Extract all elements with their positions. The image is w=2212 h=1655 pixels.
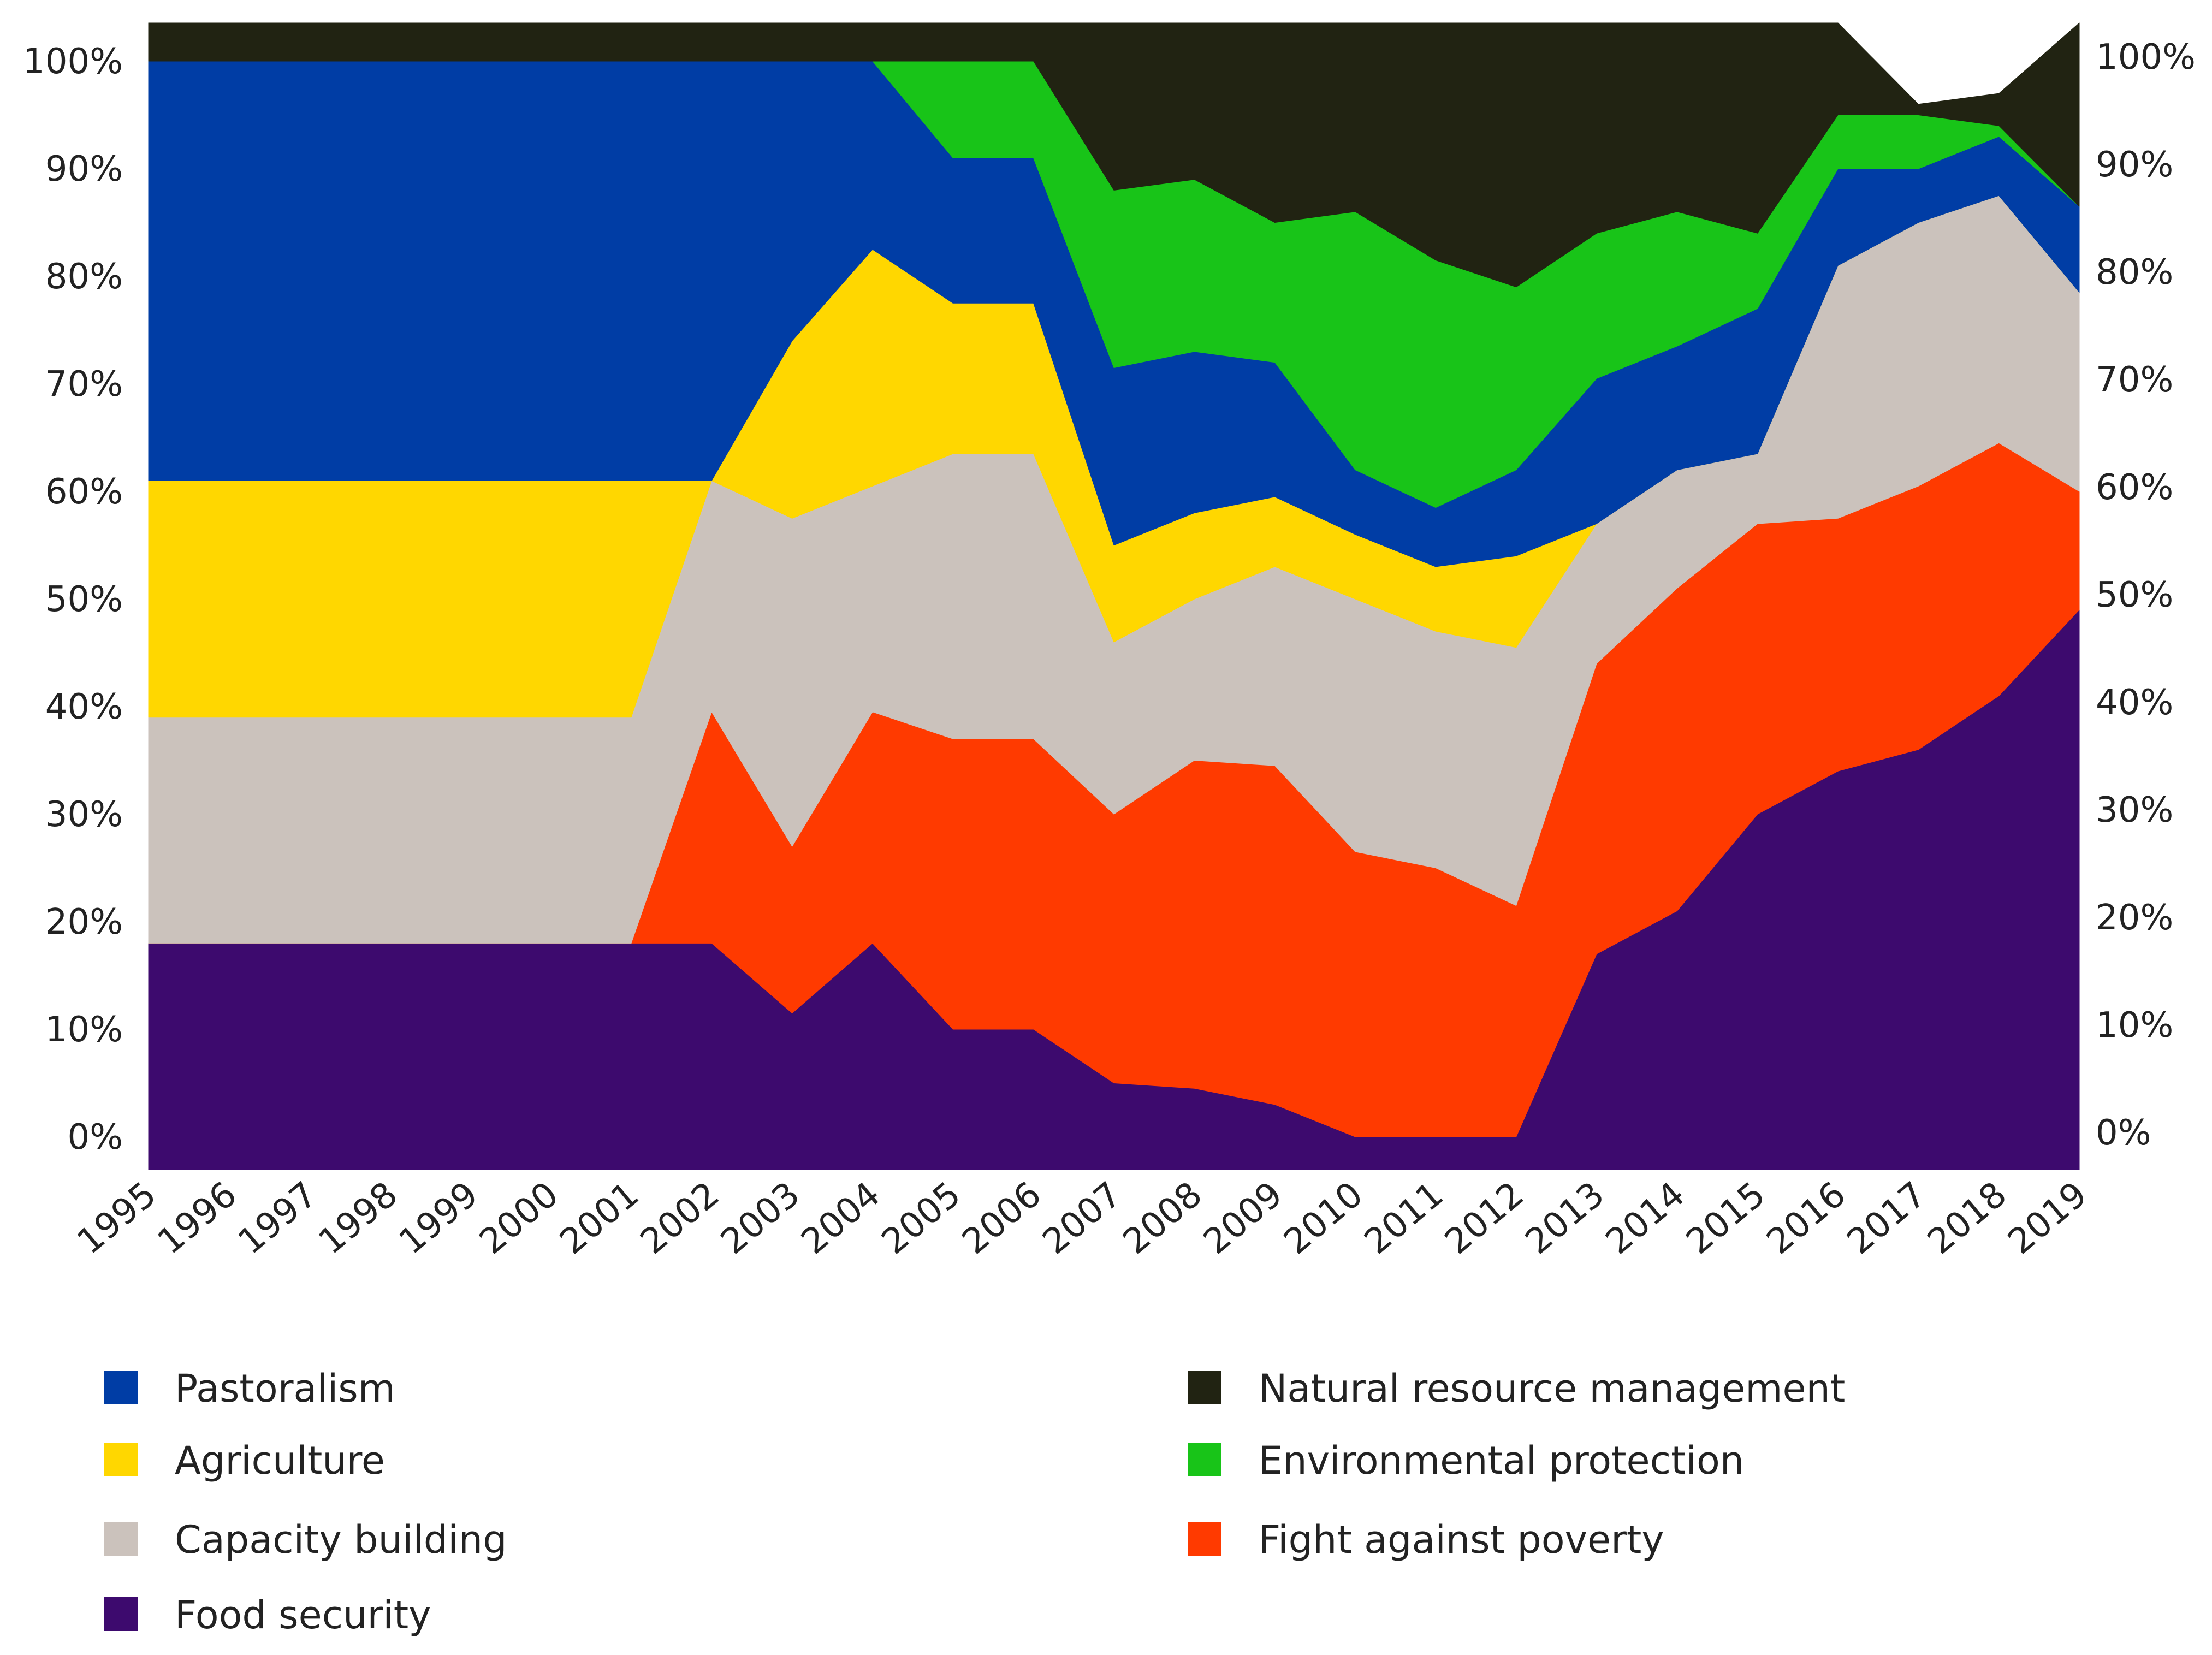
y-tick-label-left: 0% — [67, 1117, 123, 1158]
y-tick-label-right: 60% — [2096, 467, 2173, 508]
y-tick-label-left: 70% — [45, 364, 123, 405]
x-tick-label: 2015 — [1679, 1174, 1773, 1262]
x-tick-label: 2009 — [1196, 1174, 1290, 1262]
legend-label-environmental-protection: Environmental protection — [1259, 1438, 1744, 1483]
x-tick-label: 2014 — [1598, 1174, 1692, 1262]
x-tick-label: 2003 — [714, 1174, 808, 1262]
y-tick-label-left: 10% — [45, 1010, 123, 1050]
legend-label-pastoralism: Pastoralism — [175, 1366, 395, 1411]
y-tick-label-right: 30% — [2096, 790, 2173, 831]
legend-label-fight-against-poverty: Fight against poverty — [1259, 1517, 1664, 1562]
x-tick-label: 2011 — [1357, 1174, 1451, 1262]
x-tick-label: 2008 — [1116, 1174, 1209, 1262]
y-tick-label-left: 40% — [45, 687, 123, 727]
y-tick-label-right: 80% — [2096, 252, 2173, 293]
x-tick-label: 1997 — [231, 1174, 325, 1262]
y-tick-label-left: 30% — [45, 794, 123, 835]
y-tick-label-right: 50% — [2096, 575, 2173, 615]
x-tick-label: 2007 — [1035, 1174, 1129, 1262]
x-tick-label: 2013 — [1518, 1174, 1612, 1262]
legend-label-agriculture: Agriculture — [175, 1438, 385, 1483]
legend-swatch-natural-resource-management — [1188, 1371, 1221, 1404]
area-natural-resource-management — [148, 22, 2080, 288]
x-tick-label: 1996 — [150, 1174, 244, 1262]
legend-swatch-environmental-protection — [1188, 1443, 1221, 1476]
x-tick-label: 2002 — [633, 1174, 727, 1262]
legend-swatch-agriculture — [104, 1443, 138, 1476]
x-tick-label: 2006 — [955, 1174, 1049, 1262]
x-tick-label: 2017 — [1840, 1174, 1934, 1262]
y-axis-right: 0% 10% 20% 30% 40% 50% 60% 70% 80% 90% 100% — [2096, 37, 2196, 1153]
legend-swatch-pastoralism — [104, 1371, 138, 1404]
x-tick-label: 2010 — [1277, 1174, 1371, 1262]
y-tick-label-right: 20% — [2096, 898, 2173, 938]
x-tick-label: 2018 — [1920, 1174, 2014, 1262]
y-tick-label-left: 100% — [23, 41, 123, 82]
legend-swatch-capacity-building — [104, 1522, 138, 1556]
x-tick-label: 2012 — [1438, 1174, 1532, 1262]
y-tick-label-left: 90% — [45, 149, 123, 189]
y-tick-label-right: 10% — [2096, 1005, 2173, 1046]
x-tick-label: 2016 — [1759, 1174, 1853, 1262]
y-tick-label-left: 20% — [45, 902, 123, 942]
y-tick-label-right: 70% — [2096, 360, 2173, 400]
x-tick-label: 1999 — [392, 1174, 485, 1262]
y-tick-label-left: 80% — [45, 257, 123, 297]
legend-label-capacity-building: Capacity building — [175, 1517, 507, 1562]
legend-swatch-fight-against-poverty — [1188, 1522, 1221, 1556]
x-tick-label: 1995 — [70, 1174, 164, 1262]
x-tick-label: 2001 — [553, 1174, 647, 1262]
x-tick-label: 1998 — [311, 1174, 405, 1262]
y-tick-label-left: 60% — [45, 472, 123, 512]
y-axis-left: 0% 10% 20% 30% 40% 50% 60% 70% 80% 90% 100% — [23, 41, 123, 1158]
legend-label-food-security: Food security — [175, 1593, 431, 1638]
legend: Pastoralism Agriculture Capacity building F… — [104, 1366, 1845, 1638]
y-tick-label-right: 0% — [2096, 1113, 2151, 1153]
x-axis: 1995199619971998199920002001200220032004… — [70, 1174, 2095, 1262]
y-tick-label-right: 100% — [2096, 37, 2196, 78]
x-tick-label: 2005 — [874, 1174, 968, 1262]
legend-swatch-food-security — [104, 1597, 138, 1631]
x-tick-label: 2004 — [794, 1174, 888, 1262]
y-tick-label-right: 90% — [2096, 145, 2173, 185]
y-tick-label-left: 50% — [45, 579, 123, 620]
x-tick-label: 2019 — [2001, 1174, 2095, 1262]
x-tick-label: 2000 — [472, 1174, 566, 1262]
area-layers — [148, 22, 2080, 1170]
y-tick-label-right: 40% — [2096, 683, 2173, 723]
legend-label-natural-resource-management: Natural resource management — [1259, 1366, 1845, 1411]
